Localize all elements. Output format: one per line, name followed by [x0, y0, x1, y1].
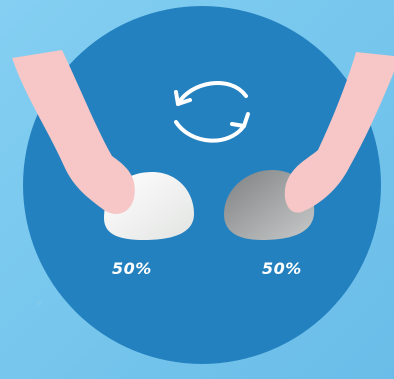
right-percent-label: 50% — [262, 259, 302, 278]
right-hand — [284, 52, 394, 213]
left-hand — [12, 50, 135, 214]
swap-arrows-icon — [174, 80, 250, 143]
left-percent-label: 50% — [112, 259, 152, 278]
